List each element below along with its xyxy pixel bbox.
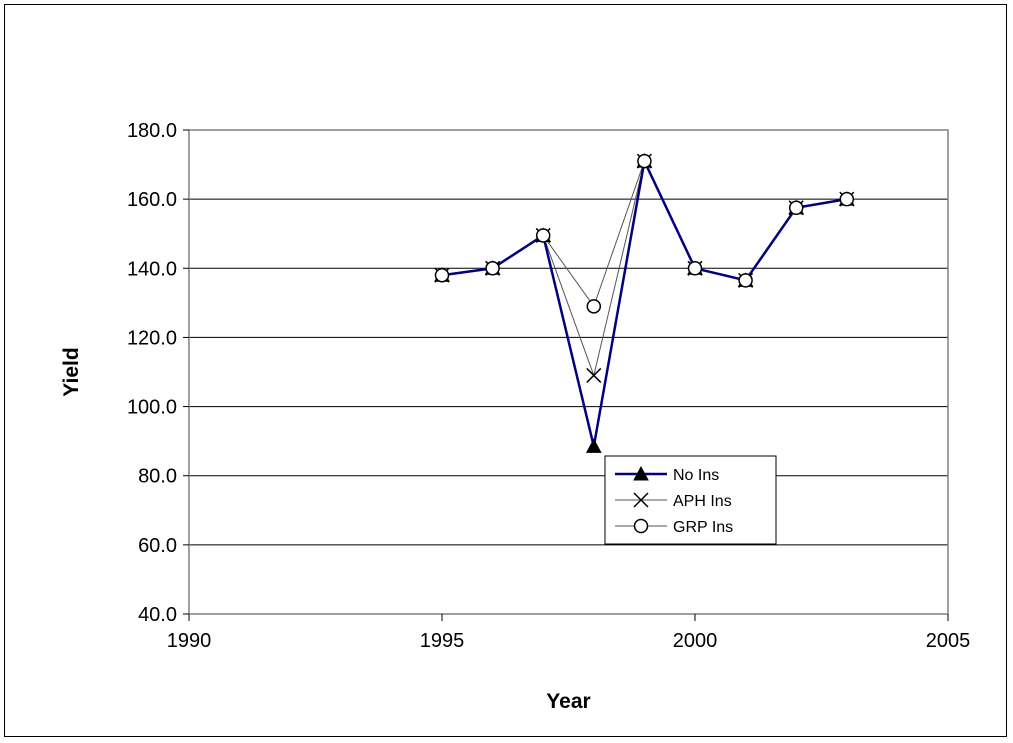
- data-point-grp-ins: [485, 261, 500, 276]
- legend-marker: [633, 465, 649, 481]
- data-point-grp-ins: [839, 191, 855, 207]
- legend-label: No Ins: [673, 467, 719, 484]
- legend-label: APH Ins: [673, 493, 732, 510]
- y-tick-label: 160.0: [127, 189, 177, 211]
- x-tick-label: 1990: [167, 630, 212, 652]
- data-point-grp-ins: [788, 200, 804, 216]
- y-axis-title: Yield: [60, 347, 83, 396]
- legend-label: GRP Ins: [673, 519, 733, 536]
- legend-marker: [633, 492, 649, 508]
- data-point-aph-ins: [586, 367, 602, 383]
- chart-frame: [4, 4, 1007, 737]
- legend: No Ins APH Ins GRP Ins: [604, 455, 777, 545]
- data-point-grp-ins: [586, 299, 602, 314]
- y-tick-label: 140.0: [127, 258, 177, 280]
- x-tick-label: 1995: [420, 630, 465, 652]
- data-point-grp-ins: [535, 228, 551, 243]
- data-point-no-ins: [585, 438, 602, 453]
- y-tick-label: 180.0: [127, 120, 177, 142]
- y-tick-label: 40.0: [138, 604, 177, 626]
- data-point-grp-ins: [738, 273, 753, 288]
- y-tick-label: 60.0: [138, 535, 177, 557]
- x-axis: 1990 1995 2000 2005: [167, 614, 971, 652]
- data-point-grp-ins: [687, 261, 703, 276]
- x-stroke: [586, 367, 602, 383]
- plot-area: [188, 129, 949, 615]
- series-line-no-ins: [441, 157, 848, 447]
- series-layer: [434, 153, 855, 453]
- y-tick-label: 80.0: [138, 466, 177, 488]
- x-tick-label: 2000: [673, 630, 718, 652]
- y-tick-label: 120.0: [127, 327, 177, 349]
- data-point-grp-ins: [434, 267, 450, 283]
- y-axis: 40.0 60.0 80.0 100.0 120.0 140.0 160.0 180.0: [127, 120, 189, 626]
- gridlines: [189, 198, 948, 546]
- series-line-grp-ins: [441, 159, 847, 308]
- legend-marker: [633, 518, 649, 534]
- x-stroke: [633, 492, 649, 508]
- data-point-grp-ins: [637, 153, 652, 169]
- y-tick-label: 100.0: [127, 397, 177, 419]
- x-tick-label: 2005: [926, 630, 971, 652]
- x-axis-title: Year: [546, 690, 590, 713]
